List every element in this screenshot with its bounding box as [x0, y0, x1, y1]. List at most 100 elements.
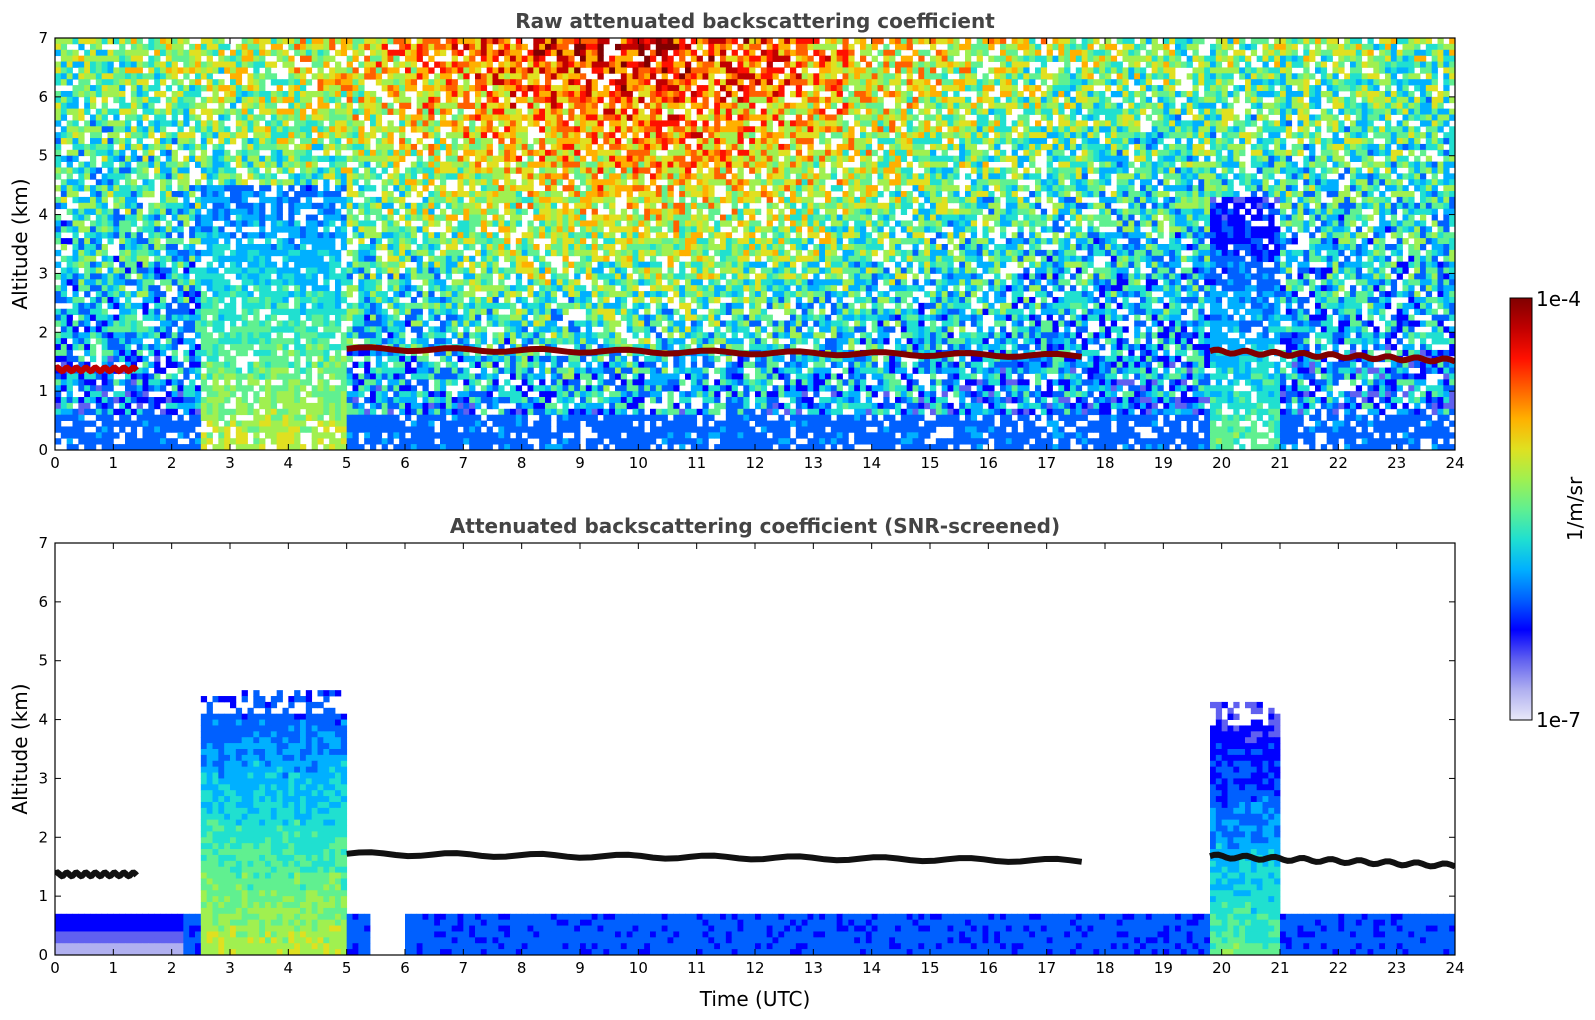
heatmap-cell: [1292, 44, 1298, 50]
heatmap-cell: [1181, 162, 1187, 168]
heatmap-cell: [283, 109, 289, 115]
heatmap-cell: [1088, 109, 1094, 115]
heatmap-cell: [650, 97, 656, 103]
heatmap-cell: [522, 44, 528, 50]
heatmap-cell: [300, 173, 306, 179]
heatmap-cell: [574, 97, 580, 103]
heatmap-cell: [738, 79, 744, 85]
heatmap-cell: [493, 103, 499, 109]
heatmap-cell: [55, 73, 61, 79]
heatmap-cell: [831, 115, 837, 121]
heatmap-cell: [615, 97, 621, 103]
heatmap-cell: [860, 120, 866, 126]
heatmap-cell: [790, 162, 796, 168]
heatmap-cell: [1327, 91, 1333, 97]
heatmap-cell: [393, 67, 399, 73]
heatmap-cell: [213, 85, 219, 91]
heatmap-cell: [318, 73, 324, 79]
heatmap-cell: [125, 138, 131, 144]
heatmap-cell: [160, 167, 166, 173]
heatmap-cell: [802, 62, 808, 68]
heatmap-cell: [73, 120, 79, 126]
heatmap-cell: [808, 73, 814, 79]
heatmap-cell: [668, 138, 674, 144]
heatmap-cell: [1239, 50, 1245, 56]
heatmap-cell: [714, 167, 720, 173]
heatmap-cell: [166, 150, 172, 156]
heatmap-cell: [358, 126, 364, 132]
heatmap-cell: [703, 85, 709, 91]
heatmap-cell: [1321, 73, 1327, 79]
heatmap-cell: [1292, 50, 1298, 56]
heatmap-cell: [1385, 167, 1391, 173]
heatmap-cell: [248, 144, 254, 150]
heatmap-cell: [872, 162, 878, 168]
heatmap-cell: [108, 85, 114, 91]
heatmap-cell: [977, 179, 983, 185]
heatmap-cell: [353, 50, 359, 56]
heatmap-cell: [533, 115, 539, 121]
heatmap-cell: [878, 109, 884, 115]
heatmap-cell: [1251, 38, 1257, 44]
heatmap-cell: [1356, 79, 1362, 85]
heatmap-cell: [347, 97, 353, 103]
heatmap-cell: [1362, 120, 1368, 126]
heatmap-cell: [341, 173, 347, 179]
heatmap-cell: [708, 179, 714, 185]
heatmap-cell: [1239, 67, 1245, 73]
heatmap-cell: [364, 132, 370, 138]
heatmap-cell: [411, 79, 417, 85]
heatmap-cell: [662, 85, 668, 91]
heatmap-cell: [1093, 115, 1099, 121]
heatmap-cell: [452, 62, 458, 68]
heatmap-cell: [1128, 138, 1134, 144]
heatmap-cell: [650, 162, 656, 168]
heatmap-cell: [1443, 173, 1449, 179]
heatmap-cell: [1012, 120, 1018, 126]
heatmap-cell: [1233, 150, 1239, 156]
heatmap-cell: [889, 162, 895, 168]
heatmap-cell: [679, 44, 685, 50]
heatmap-cell: [312, 167, 318, 173]
heatmap-cell: [277, 79, 283, 85]
heatmap-cell: [866, 179, 872, 185]
heatmap-cell: [936, 179, 942, 185]
heatmap-cell: [574, 138, 580, 144]
heatmap-cell: [102, 179, 108, 185]
heatmap-cell: [913, 62, 919, 68]
heatmap-cell: [580, 173, 586, 179]
heatmap-cell: [1385, 126, 1391, 132]
heatmap-cell: [364, 179, 370, 185]
heatmap-cell: [1292, 150, 1298, 156]
heatmap-cell: [1012, 62, 1018, 68]
heatmap-cell: [434, 138, 440, 144]
heatmap-cell: [1362, 138, 1368, 144]
heatmap-cell: [1193, 50, 1199, 56]
heatmap-cell: [1099, 91, 1105, 97]
heatmap-cell: [539, 97, 545, 103]
heatmap-cell: [446, 97, 452, 103]
heatmap-cell: [1216, 173, 1222, 179]
heatmap-cell: [183, 67, 189, 73]
heatmap-cell: [1420, 109, 1426, 115]
heatmap-cell: [113, 73, 119, 79]
heatmap-cell: [236, 156, 242, 162]
heatmap-cell: [84, 73, 90, 79]
heatmap-cell: [277, 44, 283, 50]
heatmap-cell: [148, 67, 154, 73]
heatmap-cell: [1053, 132, 1059, 138]
heatmap-cell: [720, 126, 726, 132]
heatmap-cell: [452, 44, 458, 50]
heatmap-cell: [1222, 138, 1228, 144]
heatmap-cell: [924, 91, 930, 97]
heatmap-cell: [948, 79, 954, 85]
heatmap-cell: [1233, 91, 1239, 97]
heatmap-cell: [580, 97, 586, 103]
heatmap-cell: [889, 56, 895, 62]
heatmap-cell: [633, 150, 639, 156]
heatmap-cell: [1245, 179, 1251, 185]
heatmap-cell: [271, 173, 277, 179]
heatmap-cell: [1274, 109, 1280, 115]
heatmap-cell: [119, 67, 125, 73]
heatmap-cell: [364, 38, 370, 44]
